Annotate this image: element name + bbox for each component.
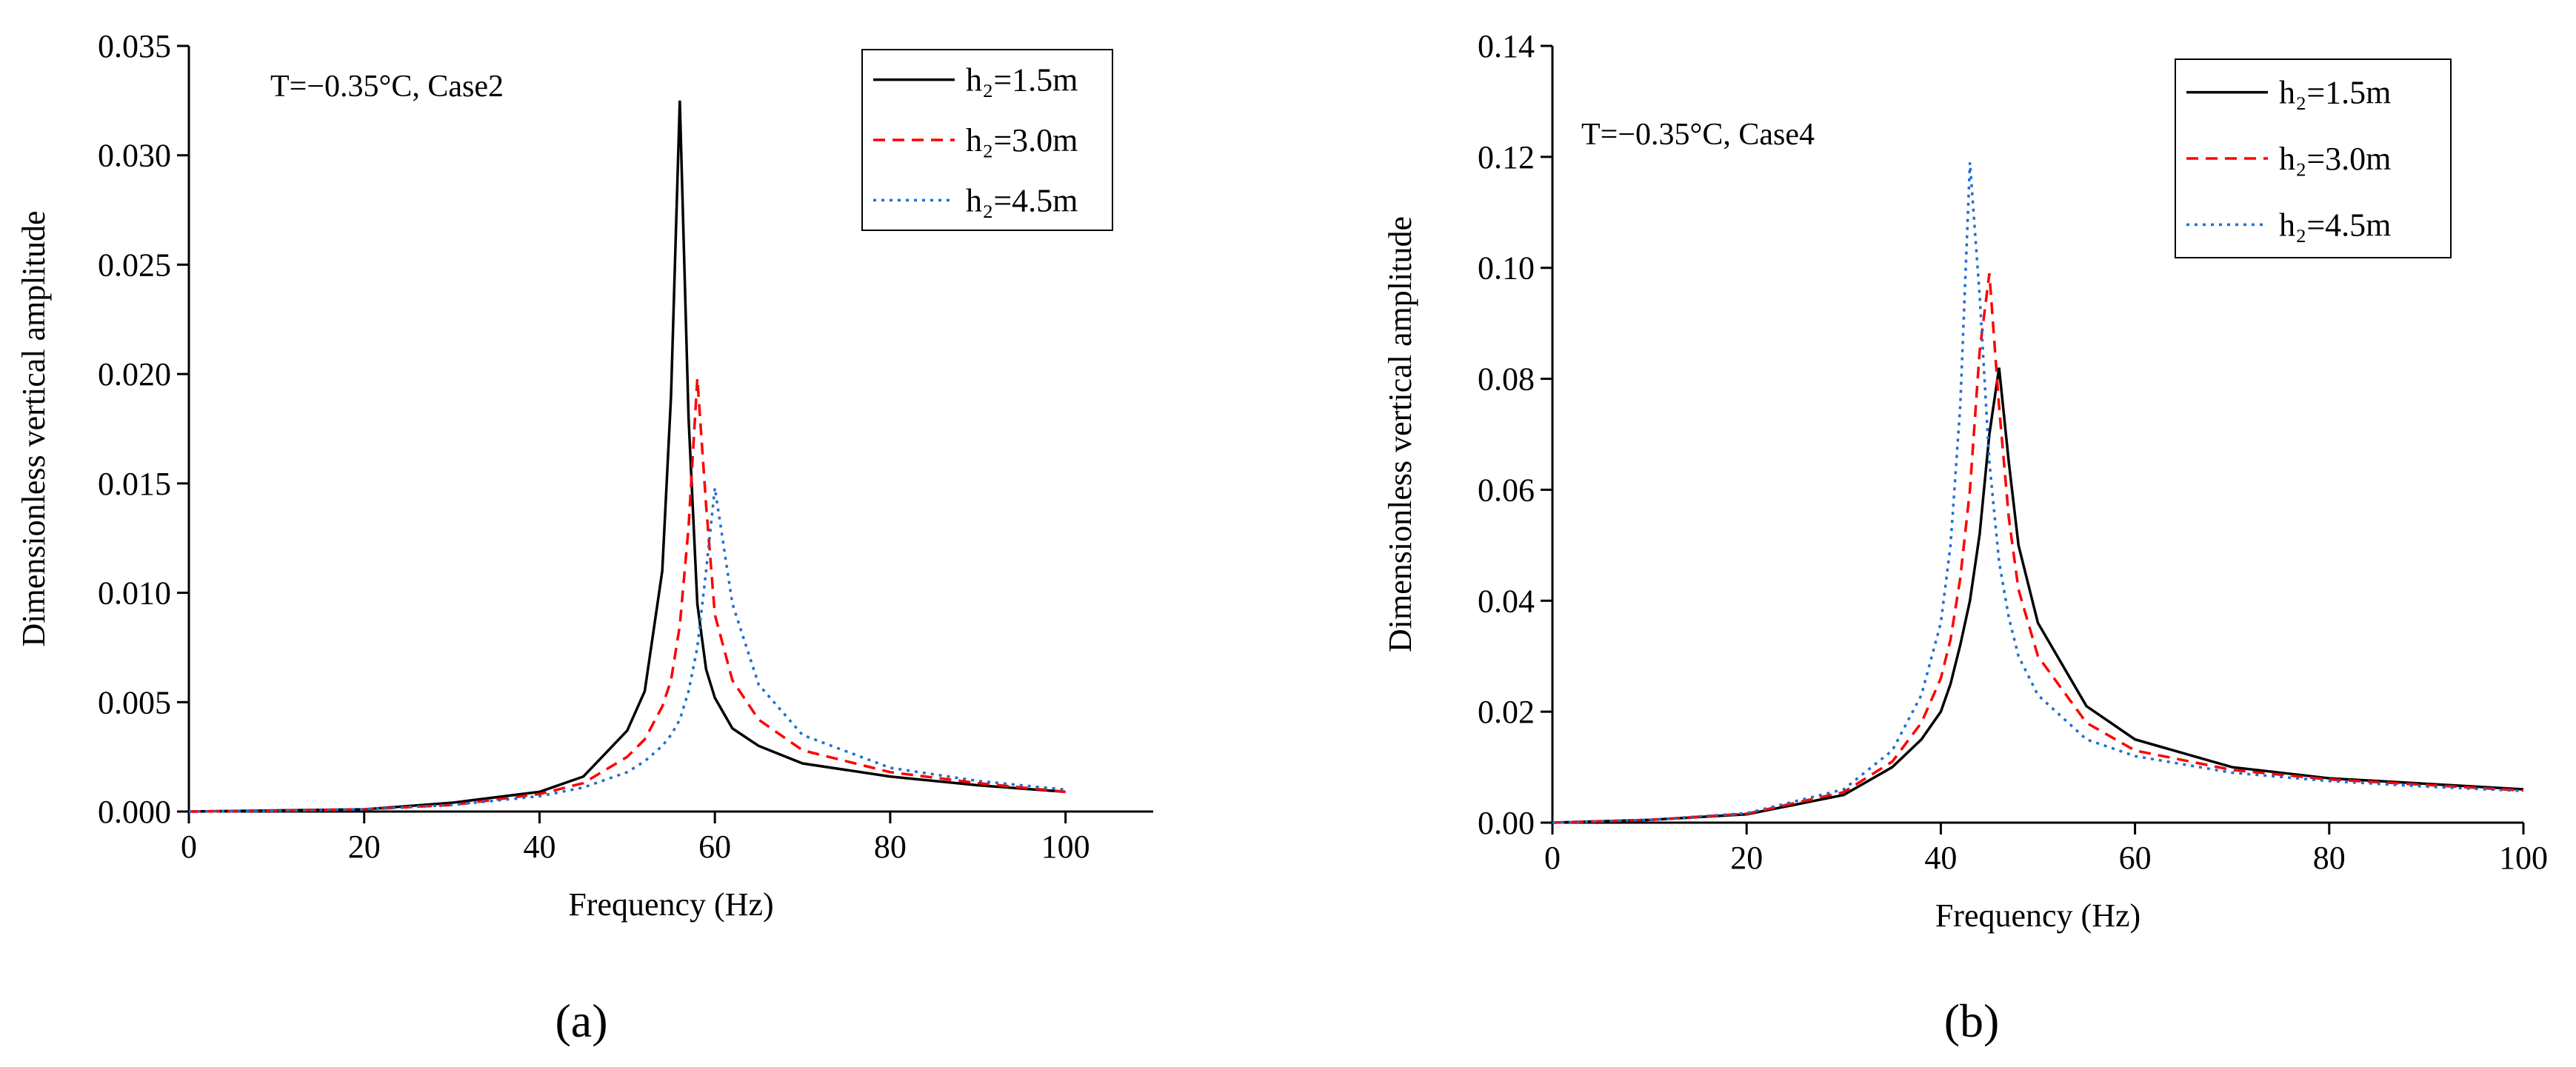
y-tick-label: 0.020 [98,356,171,392]
y-tick-label: 0.000 [98,794,171,830]
x-tick-label: 80 [2313,840,2346,876]
x-tick-label: 60 [698,829,731,865]
annotation: T=−0.35°C, Case4 [1581,118,1815,152]
series-line [188,100,1066,813]
y-tick-label: 0.035 [98,28,171,64]
y-tick-label: 0.14 [1478,28,1535,64]
legend-label: h₂=4.5m [2279,207,2391,243]
y-tick-label: 0.030 [98,138,171,174]
legend-label: h₂=1.5m [2279,75,2391,111]
x-tick-label: 20 [1730,840,1763,876]
legend-label: h₂=4.5m [966,182,1078,218]
y-tick-label: 0.08 [1478,361,1535,398]
y-tick-label: 0.010 [98,575,171,612]
panel-label: (b) [1944,994,2000,1047]
x-axis-title: Frequency (Hz) [568,886,773,923]
series-line [188,378,1066,813]
y-tick-label: 0.12 [1478,139,1535,175]
series-line [1552,272,2524,824]
series-line [1552,367,2524,824]
x-tick-label: 0 [1544,840,1561,876]
y-tick-label: 0.005 [98,684,171,720]
chart: 0 20 40 60 80 100 0.000 0.005 0.010 0.015 0.020 0.0… [16,28,1153,1047]
annotation: T=−0.35°C, Case2 [270,70,504,104]
x-tick-label: 40 [523,829,555,865]
x-tick-label: 40 [1924,840,1957,876]
legend-label: h₂=3.0m [2279,141,2391,177]
x-tick-label: 20 [348,829,381,865]
series-line [188,487,1066,813]
x-tick-label: 80 [874,829,907,865]
x-tick-label: 100 [1041,829,1090,865]
chart: 0 20 40 60 80 100 0.00 0.02 0.04 0.06 0.08 0.10 0.12… [1382,28,2548,1047]
y-tick-label: 0.10 [1478,250,1535,287]
y-axis-title: Dimensionless vertical amplitude [1382,216,1418,652]
x-axis-title: Frequency (Hz) [1935,897,2140,934]
x-tick-label: 100 [2499,840,2548,876]
y-tick-label: 0.02 [1478,694,1535,730]
y-tick-label: 0.04 [1478,583,1535,619]
legend-label: h₂=1.5m [966,62,1078,98]
y-tick-label: 0.00 [1478,805,1535,841]
panel-label: (a) [555,994,607,1047]
series-line [1552,162,2524,824]
legend-label: h₂=3.0m [966,122,1078,158]
y-tick-label: 0.015 [98,466,171,502]
x-tick-label: 60 [2119,840,2152,876]
y-tick-label: 0.06 [1478,472,1535,508]
y-tick-label: 0.025 [98,247,171,283]
y-axis-title: Dimensionless vertical amplitude [16,211,52,647]
x-tick-label: 0 [181,829,197,865]
